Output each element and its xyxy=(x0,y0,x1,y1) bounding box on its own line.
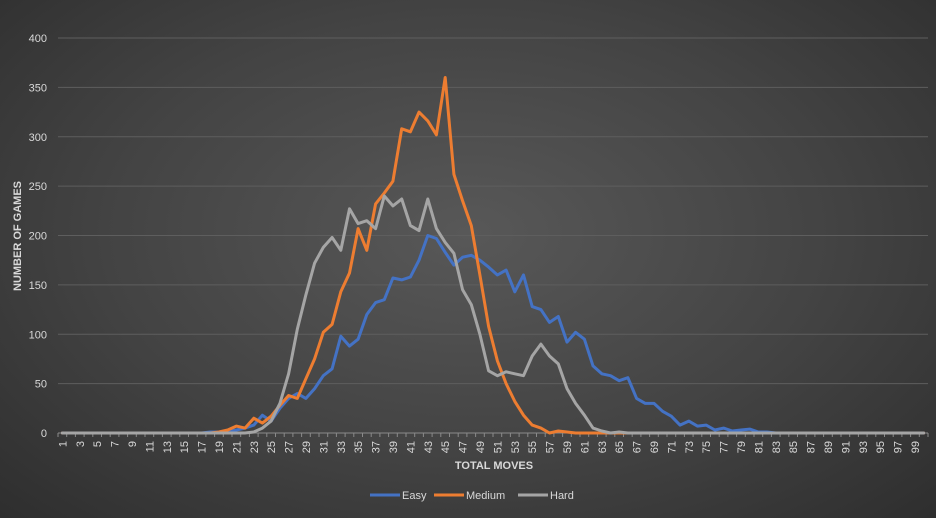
y-tick-label: 0 xyxy=(41,428,47,440)
legend-label-medium: Medium xyxy=(466,490,505,502)
x-tick-label: 67 xyxy=(632,441,644,453)
x-tick-label: 57 xyxy=(545,441,557,453)
x-tick-label: 47 xyxy=(458,441,470,453)
y-tick-label: 150 xyxy=(29,280,47,292)
x-tick-label: 17 xyxy=(197,441,209,453)
x-tick-label: 15 xyxy=(179,441,191,453)
y-tick-label: 100 xyxy=(29,329,47,341)
x-tick-label: 95 xyxy=(875,441,887,453)
x-tick-label: 87 xyxy=(806,441,818,453)
x-axis-title: TOTAL MOVES xyxy=(455,460,533,472)
x-tick-label: 19 xyxy=(214,441,226,453)
x-tick-label: 37 xyxy=(371,441,383,453)
x-tick-label: 29 xyxy=(301,441,313,453)
series-lines xyxy=(60,76,926,435)
x-tick-label: 35 xyxy=(353,441,365,453)
y-axis-title: NUMBER OF GAMES xyxy=(12,181,24,291)
x-tick-label: 71 xyxy=(666,441,678,453)
x-tick-label: 65 xyxy=(614,441,626,453)
x-tick-label: 43 xyxy=(423,441,435,453)
y-tick-label: 200 xyxy=(29,231,47,243)
x-tick-label: 7 xyxy=(110,441,122,447)
x-tick-label: 3 xyxy=(75,441,87,447)
gridlines xyxy=(58,37,928,434)
x-tick-label: 53 xyxy=(510,441,522,453)
x-tick-label: 83 xyxy=(771,441,783,453)
y-axis-ticks: 0 50 100 150 200 250 300 350 400 xyxy=(29,33,47,440)
x-tick-label: 63 xyxy=(597,441,609,453)
x-tick-label: 27 xyxy=(284,441,296,453)
x-tick-label: 1 xyxy=(57,441,69,447)
x-tick-label: 21 xyxy=(231,441,243,453)
x-tick-label: 51 xyxy=(492,441,504,453)
x-tick-label: 79 xyxy=(736,441,748,453)
y-tick-label: 300 xyxy=(29,132,47,144)
x-tick-label: 33 xyxy=(336,441,348,453)
y-tick-label: 400 xyxy=(29,33,47,45)
x-tick-label: 85 xyxy=(788,441,800,453)
x-tick-label: 45 xyxy=(440,441,452,453)
x-tick-label: 9 xyxy=(127,441,139,447)
x-tick-label: 55 xyxy=(527,441,539,453)
x-tick-label: 91 xyxy=(840,441,852,453)
x-tick-label: 13 xyxy=(162,441,174,453)
legend-label-easy: Easy xyxy=(402,490,427,502)
x-tick-label: 5 xyxy=(92,441,104,447)
y-tick-label: 50 xyxy=(35,379,47,391)
x-tick-label: 49 xyxy=(475,441,487,453)
x-tick-label: 25 xyxy=(266,441,278,453)
x-tick-label: 81 xyxy=(753,441,765,453)
x-tick-label: 89 xyxy=(823,441,835,453)
x-tick-label: 99 xyxy=(910,441,922,453)
x-axis-ticks: 1 3 5 7 9 11 13 15 17 19 21 23 25 27 29 31 33 35 37 39 41 43 4… xyxy=(57,433,929,453)
x-tick-label: 39 xyxy=(388,441,400,453)
x-tick-label: 61 xyxy=(579,441,591,453)
legend: Easy Medium Hard xyxy=(370,490,574,502)
series-line-medium xyxy=(60,76,926,435)
x-tick-label: 59 xyxy=(562,441,574,453)
x-tick-label: 75 xyxy=(701,441,713,453)
x-tick-label: 93 xyxy=(858,441,870,453)
x-tick-label: 31 xyxy=(318,441,330,453)
y-tick-label: 250 xyxy=(29,181,47,193)
x-tick-label: 41 xyxy=(405,441,417,453)
x-tick-label: 11 xyxy=(144,441,156,452)
x-tick-label: 77 xyxy=(719,441,731,453)
x-tick-label: 23 xyxy=(249,441,261,453)
x-tick-label: 69 xyxy=(649,441,661,453)
series-line-hard xyxy=(60,194,926,435)
legend-label-hard: Hard xyxy=(550,490,574,502)
x-tick-label: 97 xyxy=(893,441,905,453)
y-tick-label: 350 xyxy=(29,82,47,94)
x-tick-label: 73 xyxy=(684,441,696,453)
